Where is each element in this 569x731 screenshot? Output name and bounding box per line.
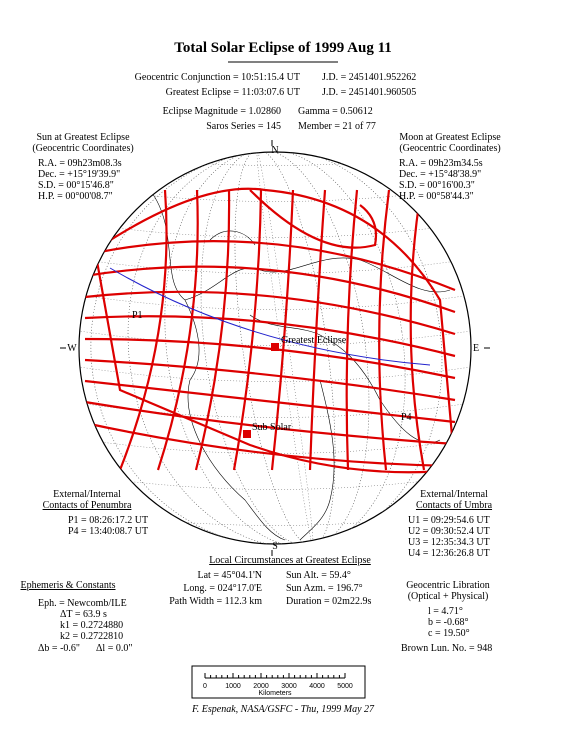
- moon-value: Dec. = +15°48'38.9": [399, 169, 481, 180]
- contour-line: [84, 379, 456, 424]
- contour-line: [84, 315, 456, 358]
- meridian: [90, 152, 471, 544]
- contact-label: P4: [401, 412, 412, 423]
- contour-boundary: [249, 189, 378, 249]
- panel-title: External/Internal: [420, 489, 488, 500]
- contour-line: [84, 337, 456, 380]
- contour-line: [84, 265, 456, 314]
- moon-value: H.P. = 00°58'44.3": [399, 191, 474, 202]
- umbra-contact: U2 = 09:30:52.4 UT: [408, 526, 490, 537]
- header-item: J.D. = 2451401.960505: [322, 87, 416, 98]
- panel-title: Geocentric Libration: [406, 580, 490, 591]
- scale-label: 2000: [253, 683, 269, 690]
- contour-line: [194, 189, 231, 471]
- ephemeris-value: Δb = -0.6": [38, 643, 80, 654]
- header-item: J.D. = 2451401.952262: [322, 72, 416, 83]
- contour-boundary: [93, 187, 457, 474]
- ephemeris-value: Δl = 0.0": [96, 643, 132, 654]
- sub-solar-point: [243, 430, 251, 438]
- panel-subtitle: Contacts of Umbra: [416, 500, 493, 511]
- header-item: Greatest Eclipse = 11:03:07.6 UT: [166, 87, 300, 98]
- contour-line: [84, 400, 456, 446]
- compass-label: W: [67, 343, 77, 354]
- compass-label: S: [272, 541, 278, 552]
- compass-label: E: [473, 343, 479, 354]
- libration-value: c = 19.50°: [428, 628, 470, 639]
- meridian: [234, 152, 336, 544]
- scale-unit: Kilometers: [258, 690, 292, 697]
- local-value: Sun Alt. = 59.4°: [286, 570, 351, 581]
- contour-line: [118, 189, 168, 471]
- libration-value: b = -0.68°: [428, 617, 468, 628]
- local-value: Path Width = 112.3 km: [169, 596, 262, 607]
- contour-line: [409, 189, 426, 471]
- contour-line: [308, 189, 327, 471]
- greatest-eclipse-point: [271, 343, 279, 351]
- moon-value: R.A. = 09h23m34.5s: [399, 158, 483, 169]
- local-value: Lat = 45°04.1'N: [198, 570, 263, 581]
- ephemeris-value: Eph. = Newcomb/ILE: [38, 598, 127, 609]
- contour-line: [84, 358, 456, 402]
- umbra-contact: U4 = 12:36:26.8 UT: [408, 548, 490, 559]
- panel-subtitle: Contacts of Penumbra: [43, 500, 132, 511]
- penumbra-contact: P4 = 13:40:08.7 UT: [68, 526, 148, 537]
- panel-subtitle: (Geocentric Coordinates): [32, 143, 133, 154]
- scale-label: 5000: [337, 683, 353, 690]
- contour-line: [156, 189, 199, 471]
- eclipse-contours: [84, 187, 457, 474]
- ephemeris-value: k2 = 0.2722810: [60, 631, 123, 642]
- header-item: Member = 21 of 77: [298, 121, 376, 132]
- local-value: Long. = 024°17.0'E: [183, 583, 262, 594]
- scale-label: 4000: [309, 683, 325, 690]
- panel-title: Ephemeris & Constants: [21, 580, 116, 591]
- central-path: [109, 267, 431, 366]
- libration-value: Brown Lun. No. = 948: [401, 643, 492, 654]
- panel-subtitle: (Optical + Physical): [408, 591, 489, 602]
- panel-subtitle: (Geocentric Coordinates): [399, 143, 500, 154]
- meridian: [127, 152, 443, 544]
- contact-label: P1: [132, 310, 143, 321]
- meridian: [256, 152, 314, 544]
- header-item: Geocentric Conjunction = 10:51:15.4 UT: [135, 72, 300, 83]
- header-item: Saros Series = 145: [206, 121, 281, 132]
- title: Total Solar Eclipse of 1999 Aug 11: [174, 40, 392, 56]
- sun-value: R.A. = 09h23m08.3s: [38, 158, 122, 169]
- panel-title: Moon at Greatest Eclipse: [399, 132, 501, 143]
- footer: F. Espenak, NASA/GSFC - Thu, 1999 May 27: [191, 704, 375, 715]
- point-label: Greatest Eclipse: [281, 335, 347, 346]
- umbra-contact: U3 = 12:35:34.3 UT: [408, 537, 490, 548]
- sun-value: Dec. = +15°19'39.9": [38, 169, 120, 180]
- scale-label: 1000: [225, 683, 241, 690]
- local-value: Duration = 02m22.9s: [286, 596, 371, 607]
- scale-label: 3000: [281, 683, 297, 690]
- sun-value: H.P. = 00°00'08.7": [38, 191, 113, 202]
- header-item: Eclipse Magnitude = 1.02860: [163, 106, 281, 117]
- umbra-contact: U1 = 09:29:54.6 UT: [408, 515, 490, 526]
- libration-value: l = 4.71°: [428, 606, 463, 617]
- scale-box: [191, 665, 366, 699]
- contour-line: [84, 290, 456, 336]
- header-item: Gamma = 0.50612: [298, 106, 373, 117]
- compass-label: N: [271, 145, 278, 156]
- scale-label: 0: [203, 683, 207, 690]
- globe: [78, 151, 472, 545]
- local-value: Sun Azm. = 196.7°: [286, 583, 363, 594]
- contour-line: [84, 239, 456, 292]
- ephemeris-value: ΔT = 63.9 s: [60, 609, 107, 620]
- panel-title: External/Internal: [53, 489, 121, 500]
- contour-line: [232, 189, 263, 471]
- penumbra-contact: P1 = 08:26:17.2 UT: [68, 515, 148, 526]
- ephemeris-value: k1 = 0.2724880: [60, 620, 123, 631]
- contour-line: [345, 189, 359, 471]
- panel-title: Local Circumstances at Greatest Eclipse: [209, 555, 371, 566]
- moon-value: S.D. = 00°16'00.3": [399, 180, 475, 191]
- contour-line: [378, 189, 391, 471]
- panel-title: Sun at Greatest Eclipse: [36, 132, 130, 143]
- sun-value: S.D. = 00°15'46.8": [38, 180, 114, 191]
- point-label: Sub Solar: [252, 422, 292, 433]
